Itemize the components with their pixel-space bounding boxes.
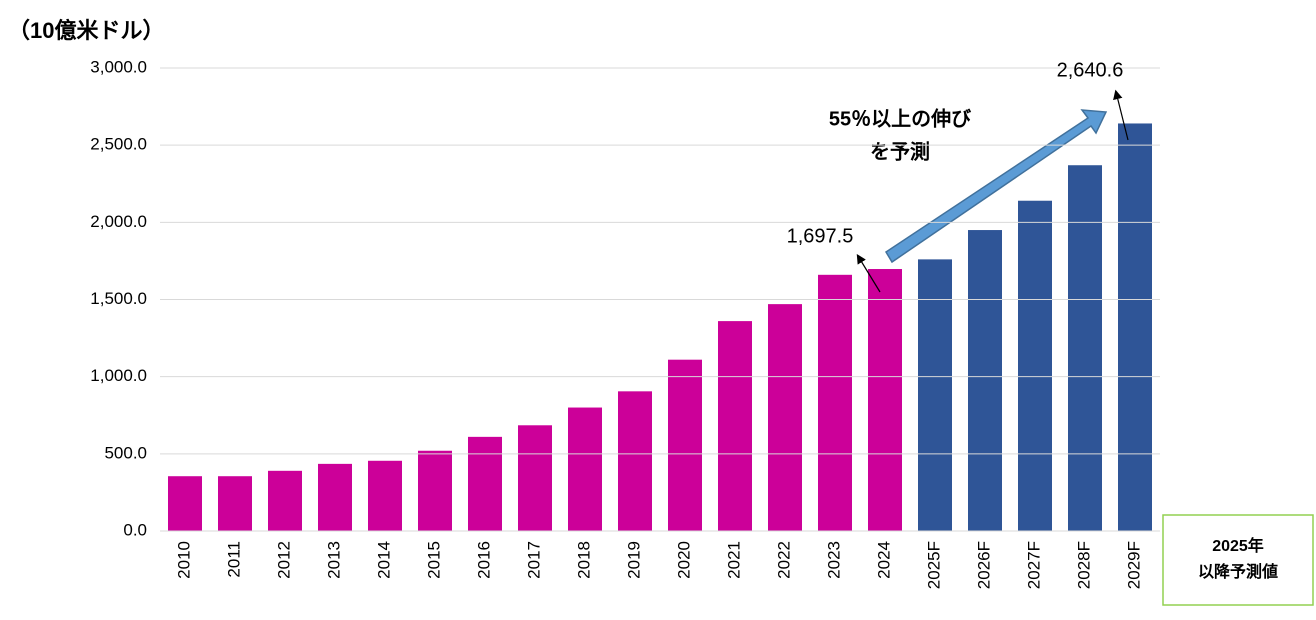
x-tick-label: 2015 — [424, 541, 443, 579]
bar — [318, 463, 352, 531]
x-tick-label: 2027F — [1024, 541, 1043, 589]
x-tick-label: 2028F — [1074, 541, 1093, 589]
bar — [918, 259, 952, 531]
x-tick-label: 2029F — [1124, 541, 1143, 589]
x-tick-label: 2013 — [324, 541, 343, 579]
y-tick-label: 0.0 — [123, 520, 147, 539]
bar — [518, 425, 552, 531]
x-tick-label: 2019 — [624, 541, 643, 579]
bar — [668, 359, 702, 531]
annotation: を予測 — [870, 139, 930, 163]
bar — [1118, 123, 1152, 531]
x-tick-label: 2024 — [874, 541, 893, 579]
y-tick-label: 3,000.0 — [90, 57, 147, 76]
bar — [218, 476, 252, 531]
x-tick-label: 2022 — [774, 541, 793, 579]
x-tick-label: 2021 — [724, 541, 743, 579]
x-tick-label: 2012 — [274, 541, 293, 579]
bar — [168, 476, 202, 531]
x-tick-label: 2014 — [374, 541, 393, 579]
label-arrow — [856, 253, 881, 293]
value-label: 2,640.6 — [1057, 60, 1124, 82]
bar — [718, 321, 752, 531]
x-tick-label: 2023 — [824, 541, 843, 579]
unit-label: （10億米ドル） — [8, 18, 164, 43]
y-tick-label: 2,000.0 — [90, 212, 147, 231]
bar — [568, 407, 602, 531]
bar — [818, 274, 852, 531]
label-arrow — [1113, 89, 1129, 141]
bar — [618, 391, 652, 531]
bar — [968, 230, 1002, 532]
y-tick-label: 2,500.0 — [90, 135, 147, 154]
bar — [1018, 200, 1052, 531]
x-tick-label: 2016 — [474, 541, 493, 579]
bar — [468, 436, 502, 531]
x-tick-label: 2017 — [524, 541, 543, 579]
x-tick-label: 2025F — [924, 541, 943, 589]
growth-arrow — [884, 109, 1108, 264]
note-box — [1162, 514, 1314, 606]
y-tick-label: 1,000.0 — [90, 366, 147, 385]
bar — [768, 304, 802, 531]
bar — [268, 470, 302, 531]
bar — [1068, 165, 1102, 532]
x-tick-label: 2026F — [974, 541, 993, 589]
y-tick-label: 1,500.0 — [90, 289, 147, 308]
x-tick-label: 2010 — [174, 541, 193, 579]
bar — [418, 450, 452, 531]
note: 以降予測値 — [1198, 562, 1278, 581]
y-tick-label: 500.0 — [104, 443, 147, 462]
value-label: 1,697.5 — [787, 225, 854, 247]
x-tick-label: 2011 — [224, 541, 243, 578]
x-tick-label: 2018 — [574, 541, 593, 579]
x-tick-label: 2020 — [674, 541, 693, 579]
note: 2025年 — [1212, 536, 1264, 555]
annotation: 55％以上の伸び — [829, 106, 972, 130]
bar — [868, 269, 902, 531]
bar — [368, 460, 402, 531]
